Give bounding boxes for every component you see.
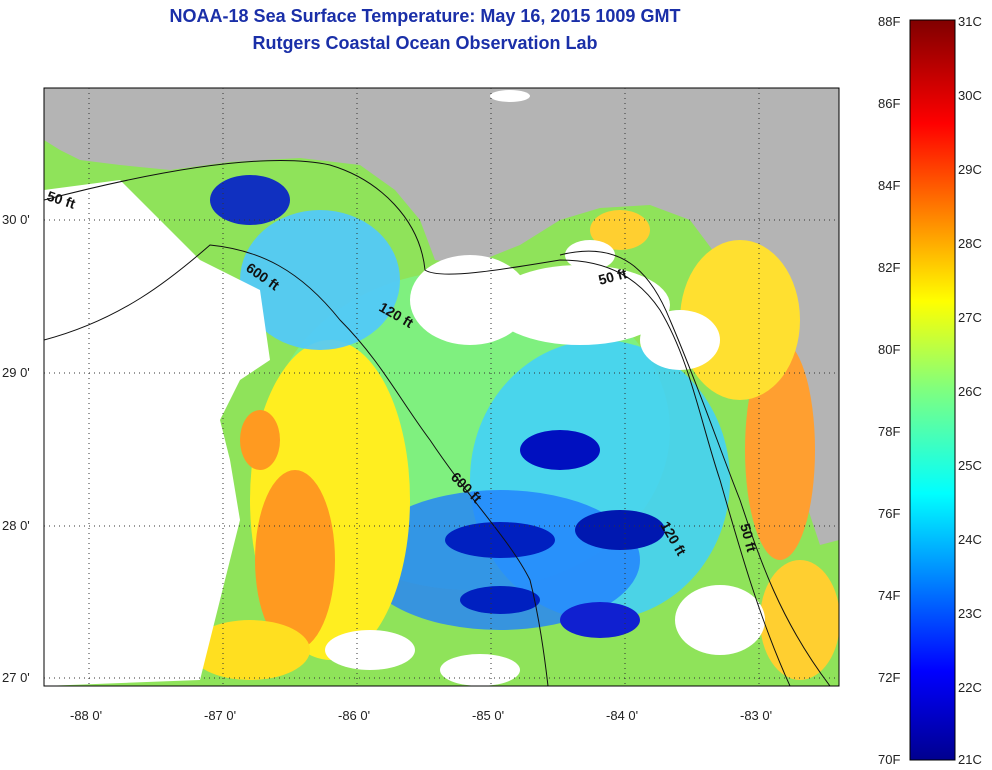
lat-label: 27 0' — [2, 670, 30, 685]
lat-label: 28 0' — [2, 518, 30, 533]
colorbar-f-labels: 88F 86F 84F 82F 80F 78F 76F 74F 72F 70F — [878, 14, 900, 767]
f-label: 86F — [878, 96, 900, 111]
f-label: 70F — [878, 752, 900, 767]
c-label: 30C — [958, 88, 982, 103]
f-label: 82F — [878, 260, 900, 275]
bathymetry-contours — [44, 159, 831, 686]
lon-label: -87 0' — [204, 708, 236, 723]
c-label: 27C — [958, 310, 982, 325]
map-title: NOAA-18 Sea Surface Temperature: May 16,… — [169, 6, 681, 26]
plot-frame — [43, 87, 840, 687]
lon-label: -85 0' — [472, 708, 504, 723]
lat-label: 29 0' — [2, 365, 30, 380]
c-label: 23C — [958, 606, 982, 621]
land-mass — [44, 88, 839, 545]
c-label: 28C — [958, 236, 982, 251]
c-label: 22C — [958, 680, 982, 695]
c-label: 24C — [958, 532, 982, 547]
f-label: 84F — [878, 178, 900, 193]
c-label: 26C — [958, 384, 982, 399]
c-label: 29C — [958, 162, 982, 177]
f-label: 78F — [878, 424, 900, 439]
c-label: 31C — [958, 14, 982, 29]
f-label: 72F — [878, 670, 900, 685]
lat-label: 30 0' — [2, 212, 30, 227]
sst-plot-area — [44, 88, 839, 686]
c-label: 25C — [958, 458, 982, 473]
lon-label: -88 0' — [70, 708, 102, 723]
longitude-labels: -88 0' -87 0' -86 0' -85 0' -84 0' -83 0… — [70, 708, 772, 723]
f-label: 80F — [878, 342, 900, 357]
c-label: 21C — [958, 752, 982, 767]
f-label: 88F — [878, 14, 900, 29]
lon-label: -86 0' — [338, 708, 370, 723]
latitude-labels: 30 0' 29 0' 28 0' 27 0' — [2, 212, 30, 685]
colorbar — [909, 19, 956, 761]
sst-fields — [44, 175, 839, 680]
contour-label-50ft-southeast: 50 ft — [737, 522, 760, 554]
map-subtitle: Rutgers Coastal Ocean Observation Lab — [252, 33, 598, 53]
contour-label-50ft-bigbend: 50 ft — [597, 265, 629, 288]
cloud-mask — [44, 90, 765, 686]
lon-label: -83 0' — [740, 708, 772, 723]
colorbar-c-labels: 31C 30C 29C 28C 27C 26C 25C 24C 23C 22C … — [958, 14, 982, 767]
f-label: 74F — [878, 588, 900, 603]
lon-label: -84 0' — [606, 708, 638, 723]
f-label: 76F — [878, 506, 900, 521]
